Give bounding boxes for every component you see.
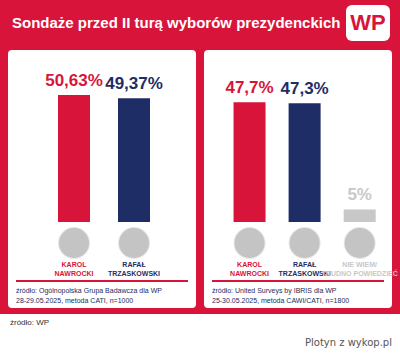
svg-text:50,63%: 50,63%	[45, 71, 103, 90]
html-text:źródło: Ogólnopolska Grupa Bad: źródło: Ogólnopolska Grupa Badawcza dla …	[16, 287, 162, 294]
svg-text:RAFAŁ: RAFAŁ	[293, 261, 317, 268]
svg-text:RAFAŁ: RAFAŁ	[122, 261, 146, 268]
svg-text:NAWROCKI: NAWROCKI	[55, 270, 94, 277]
svg-text:47,7%: 47,7%	[225, 78, 273, 97]
html-text:Sondaże przed II turą wyborów: Sondaże przed II turą wyborów prezydenck…	[12, 14, 341, 31]
svg-text:47,3%: 47,3%	[281, 79, 329, 98]
svg-text:5%: 5%	[347, 185, 372, 204]
html-text:Plotyn z wykop.pl: Plotyn z wykop.pl	[305, 337, 392, 348]
html-text:WP: WP	[350, 10, 386, 35]
html-text:źródło: WP: źródło: WP	[10, 318, 50, 327]
svg-text:NAWROCKI: NAWROCKI	[230, 270, 269, 277]
svg-text:KAROL: KAROL	[62, 261, 88, 268]
html-text:25-30.05.2025, metoda CAWI/CAT: 25-30.05.2025, metoda CAWI/CATI, n=1800	[212, 297, 350, 304]
html-text:źródło: United Surveys by IBRI: źródło: United Surveys by IBRIS dla WP	[212, 287, 337, 294]
svg-text:TRUDNO POWIEDZIEĆ: TRUDNO POWIEDZIEĆ	[322, 269, 398, 277]
svg-text:KAROL: KAROL	[237, 261, 263, 268]
svg-text:TRZASKOWSKI: TRZASKOWSKI	[278, 270, 331, 277]
svg-text:49,37%: 49,37%	[105, 74, 163, 93]
html-text:28-29.05.2025, metoda CATI, n=: 28-29.05.2025, metoda CATI, n=1000	[16, 297, 134, 304]
svg-text:TRZASKOWSKI: TRZASKOWSKI	[108, 270, 160, 277]
svg-text:NIE WIEM/: NIE WIEM/	[342, 261, 377, 268]
